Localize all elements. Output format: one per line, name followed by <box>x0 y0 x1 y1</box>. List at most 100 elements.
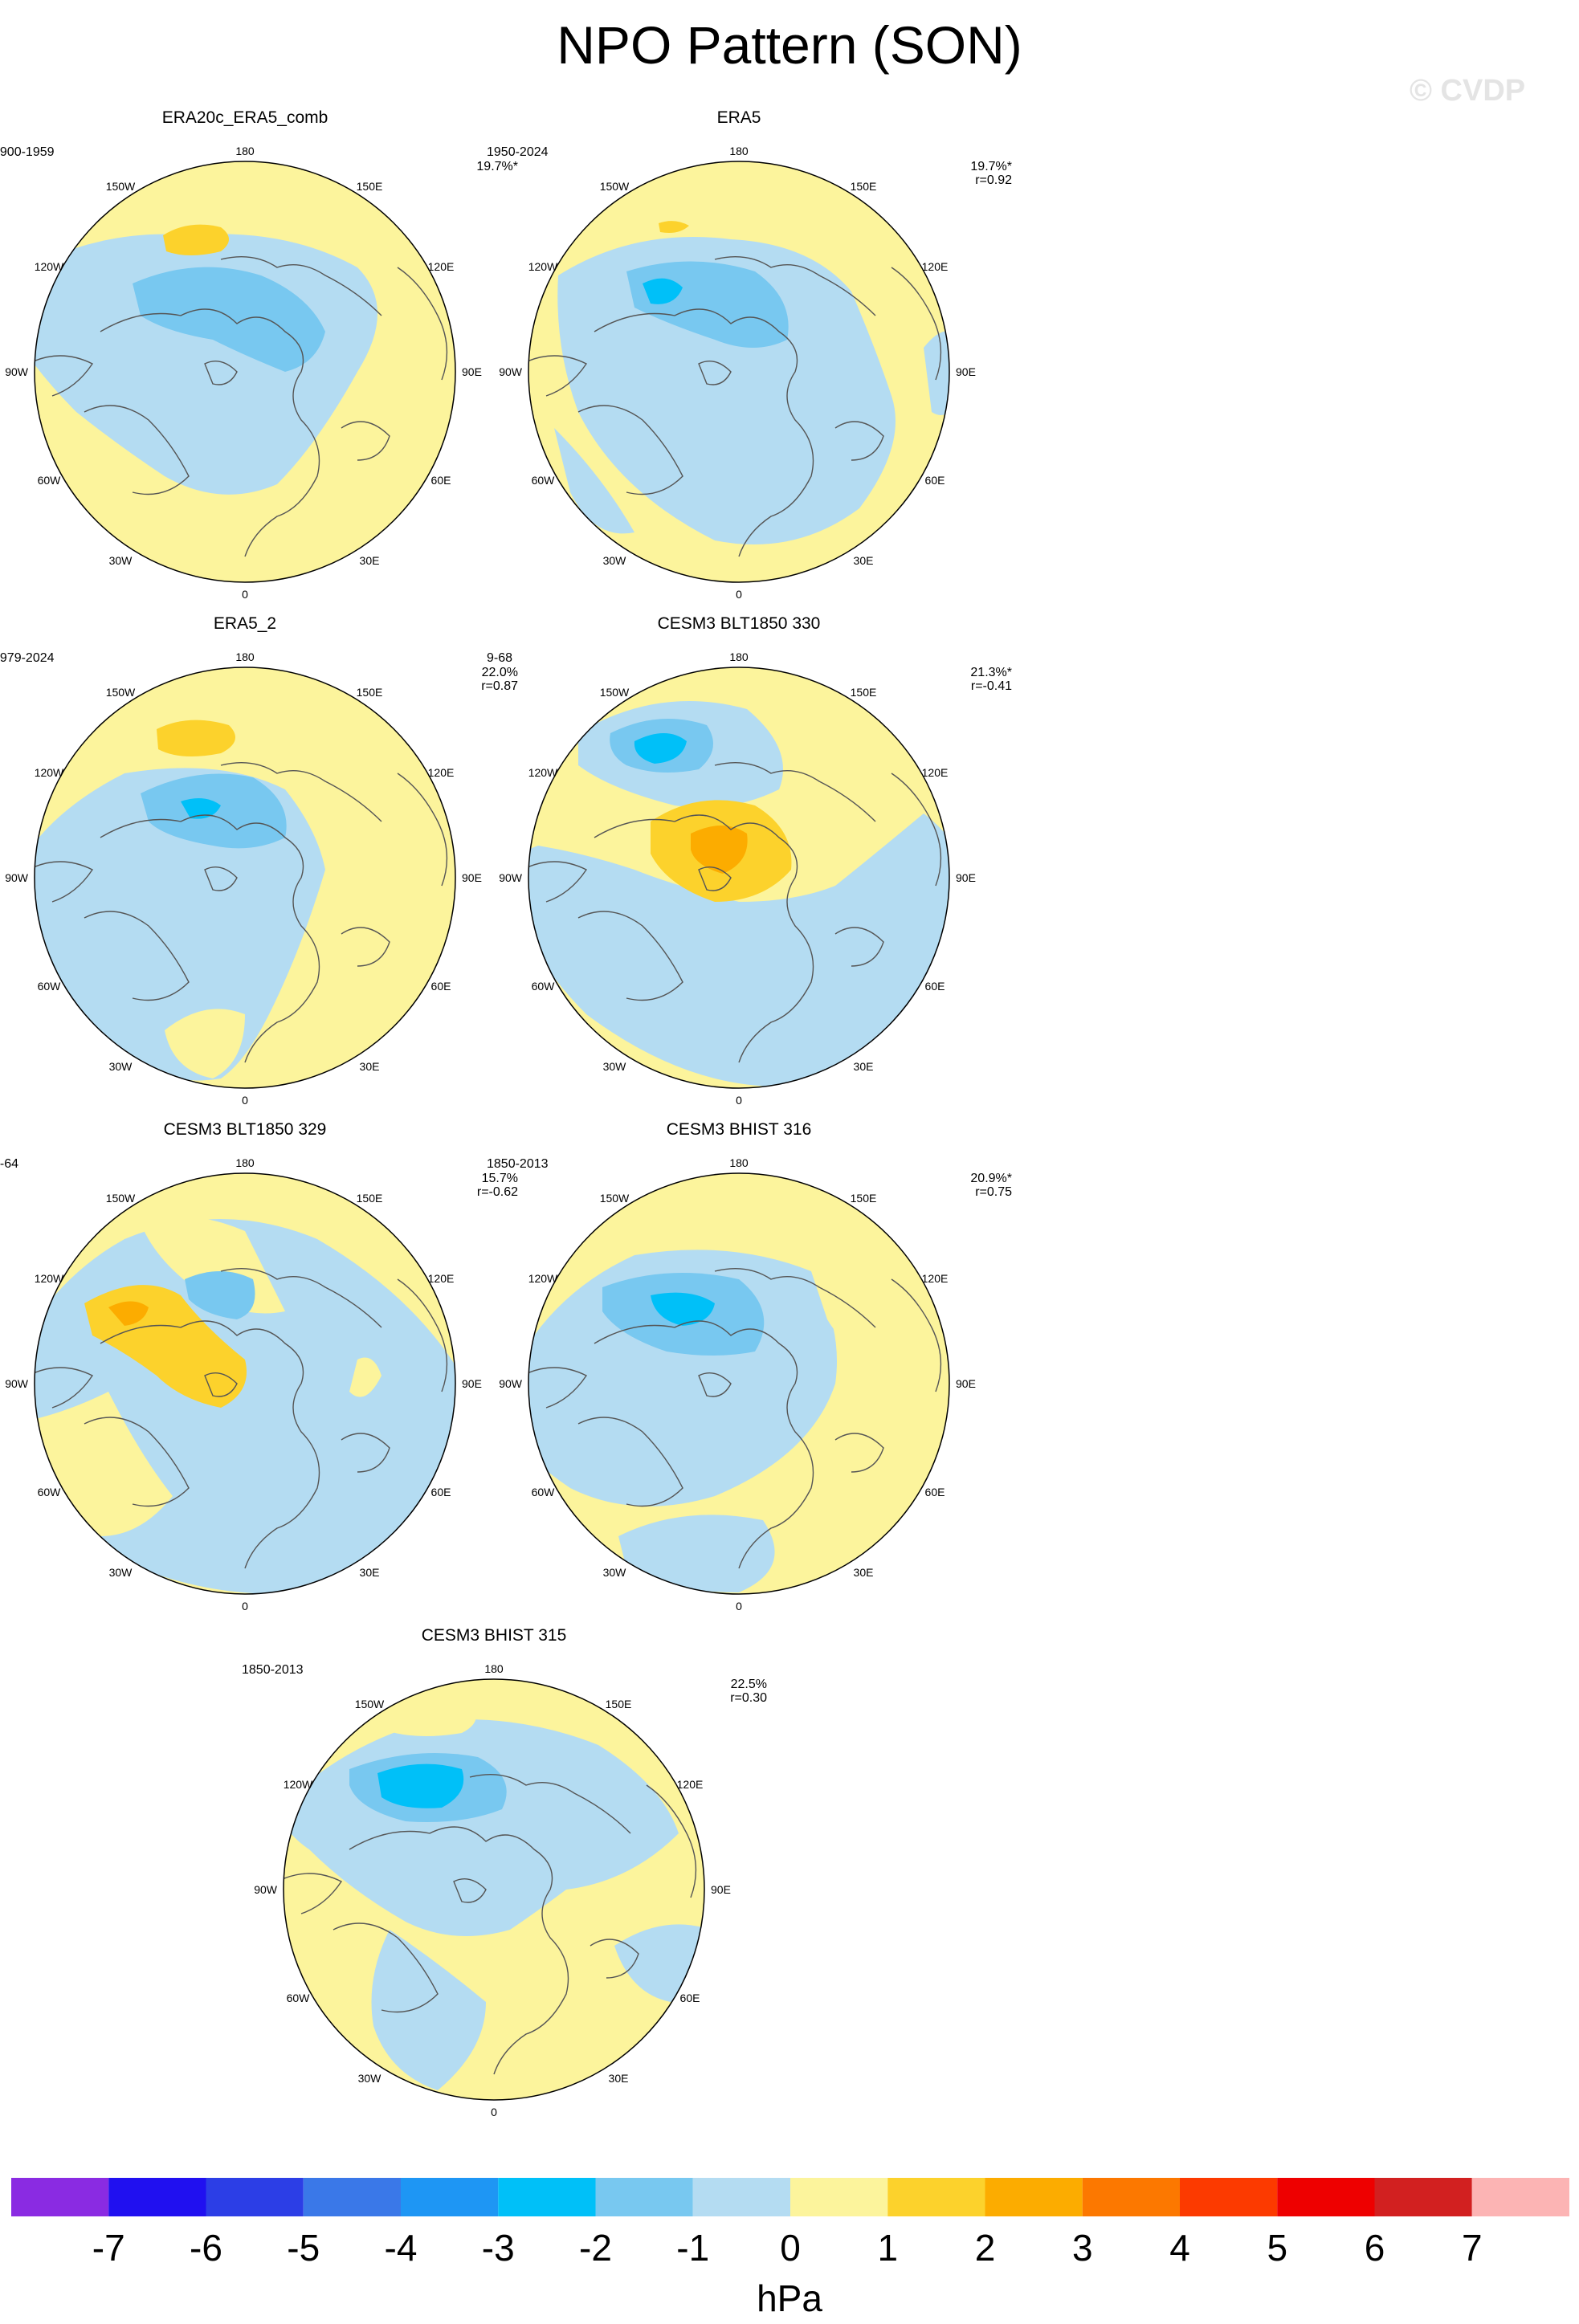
longitude-label: 60W <box>287 1992 311 2004</box>
explained-variance: 22.5% <box>730 1678 767 1691</box>
longitude-label: 0 <box>242 1094 248 1107</box>
longitude-label: 60W <box>532 980 556 993</box>
coastline <box>453 1878 487 1903</box>
coastline <box>397 267 448 381</box>
coastline <box>35 355 94 397</box>
panel-period: 1850-2013 <box>487 1157 549 1171</box>
longitude-label: 150W <box>106 180 136 193</box>
longitude-label: 180 <box>235 650 255 663</box>
colorbar-tick-label: -2 <box>579 2227 612 2269</box>
longitude-label: 0 <box>736 588 742 601</box>
longitude-label: 30E <box>854 554 874 567</box>
longitude-label: 150E <box>357 180 383 193</box>
panel-title: ERA5_2 <box>213 614 277 633</box>
colorbar-swatch <box>1277 2178 1375 2216</box>
panel-variance: 22.0% r=0.87 <box>430 666 518 693</box>
longitude-label: 120E <box>428 260 455 273</box>
anomaly-contour <box>377 1763 464 1808</box>
colorbar-swatch <box>1374 2178 1472 2216</box>
explained-variance: 22.0% <box>481 666 518 679</box>
panel-period: 1950-2024 <box>487 145 549 159</box>
longitude-label: 120E <box>428 766 455 779</box>
longitude-label: 30W <box>358 2072 382 2085</box>
longitude-label: 120W <box>528 766 558 779</box>
colorbar-unit: hPa <box>757 2277 822 2319</box>
longitude-label: 30E <box>360 554 380 567</box>
pattern-correlation: r=-0.41 <box>970 679 1012 693</box>
panel-variance: 22.5% r=0.30 <box>679 1678 767 1705</box>
anomaly-contour <box>528 813 949 1087</box>
pattern-correlation: r=0.92 <box>975 173 1012 187</box>
coastline <box>35 1367 94 1409</box>
longitude-label: 60E <box>925 980 945 993</box>
watermark: © CVDP <box>1410 74 1526 108</box>
coastline <box>698 866 732 891</box>
anomaly-contour <box>349 1357 381 1397</box>
map-panel: CESM3 BLT1850 330 9-68 21.3%* r=-0.41 180 0 15… <box>442 614 1036 1128</box>
coastline <box>528 861 588 903</box>
coastline <box>528 1367 588 1409</box>
longitude-label: 150E <box>357 1192 383 1205</box>
colorbar-swatch <box>790 2178 888 2216</box>
colorbar-tick-label: 0 <box>780 2227 801 2269</box>
explained-variance: 15.7% <box>481 1172 518 1185</box>
map-panel: CESM3 BHIST 315 1850-2013 22.5% r=0.30 180 0 1… <box>197 1626 791 2140</box>
longitude-label: 150E <box>606 1698 632 1710</box>
colorbar-swatch <box>985 2178 1083 2216</box>
coastline <box>220 255 382 316</box>
colorbar-swatch <box>498 2178 596 2216</box>
coastline <box>891 773 942 887</box>
longitude-label: 90E <box>956 871 976 884</box>
anomaly-contour <box>181 798 221 819</box>
anomaly-contour <box>557 237 896 544</box>
longitude-label: 150E <box>851 686 877 699</box>
longitude-label: 120W <box>35 260 64 273</box>
longitude-label: 90E <box>462 365 482 378</box>
longitude-label: 60E <box>431 980 451 993</box>
coastline <box>891 267 942 381</box>
map-boundary <box>528 1172 950 1595</box>
anomaly-contour <box>133 267 325 372</box>
pattern-correlation: r=-0.62 <box>476 1185 518 1199</box>
coastline <box>714 761 876 822</box>
anomaly-contour <box>659 221 689 233</box>
anomaly-contour <box>691 826 748 874</box>
anomaly-contour <box>643 278 683 304</box>
longitude-label: 90W <box>499 871 523 884</box>
longitude-label: 90E <box>462 871 482 884</box>
coastline <box>594 814 814 1063</box>
coastline <box>333 1922 439 2013</box>
colorbar-tick-label: 1 <box>877 2227 898 2269</box>
anomaly-contour <box>163 224 229 255</box>
colorbar-tick-label: -5 <box>287 2227 320 2269</box>
page-title: NPO Pattern (SON) <box>557 15 1022 75</box>
longitude-label: 60W <box>38 474 62 487</box>
coastline <box>698 361 732 385</box>
polar-map: 180 0 150W 150E 120W 120E 90W 90E 60W 60E 30W 30E <box>499 650 976 1107</box>
explained-variance: 20.9%* <box>970 1172 1012 1185</box>
colorbar-swatch <box>692 2178 790 2216</box>
longitude-label: 90W <box>5 365 29 378</box>
map-boundary <box>528 161 950 583</box>
coastline <box>590 1939 639 1979</box>
colorbar-swatch <box>1180 2178 1278 2216</box>
longitude-label: 150E <box>357 686 383 699</box>
coastline <box>341 1433 390 1473</box>
colorbar-tick-label: 2 <box>975 2227 996 2269</box>
colorbar-tick-label: -6 <box>190 2227 222 2269</box>
coastline <box>528 355 588 397</box>
coastline <box>594 308 814 557</box>
longitude-label: 90W <box>499 365 523 378</box>
longitude-label: 120E <box>677 1778 704 1791</box>
coastline <box>100 308 320 557</box>
longitude-label: 90W <box>499 1377 523 1390</box>
colorbar-tick-label: -7 <box>92 2227 125 2269</box>
pattern-correlation: r=0.87 <box>481 679 518 693</box>
longitude-label: 180 <box>235 1156 255 1169</box>
colorbar-tick-label: 7 <box>1462 2227 1483 2269</box>
coastline <box>341 421 390 461</box>
longitude-label: 60E <box>431 474 451 487</box>
panel-title: CESM3 BLT1850 330 <box>657 614 821 633</box>
coastline <box>204 361 238 385</box>
longitude-label: 60E <box>431 1486 451 1498</box>
